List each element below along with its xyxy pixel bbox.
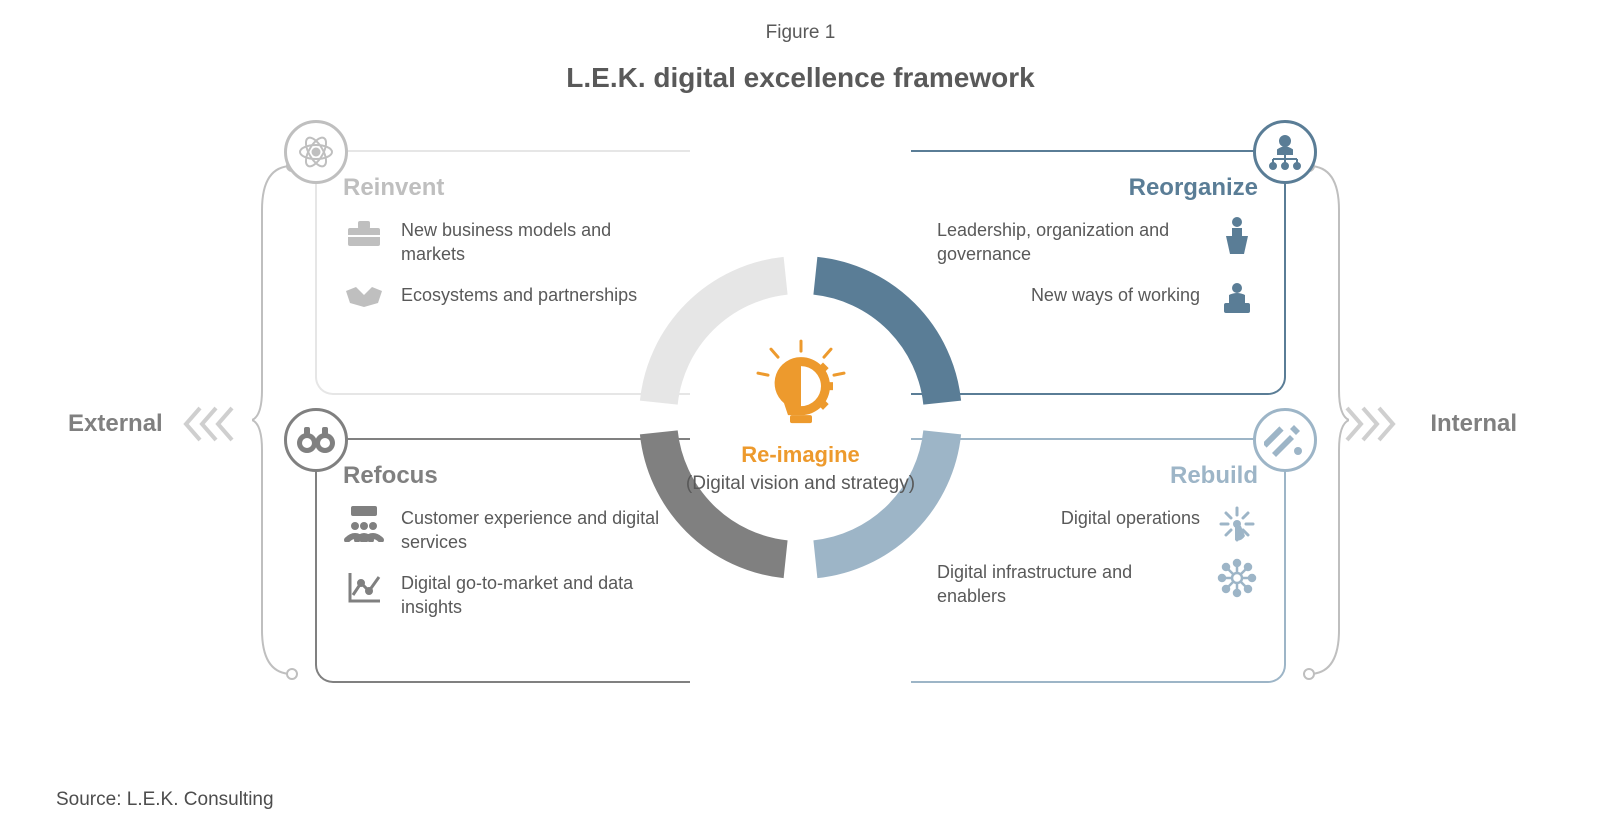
page-title: L.E.K. digital excellence framework xyxy=(0,62,1601,94)
podium-icon xyxy=(1216,216,1258,256)
reorganize-title: Reorganize xyxy=(937,174,1258,202)
laptop-user-icon xyxy=(1216,281,1258,317)
handshake-icon xyxy=(343,281,385,311)
atom-icon xyxy=(284,120,348,184)
item-text: New ways of working xyxy=(1031,281,1200,307)
chart-icon xyxy=(343,569,385,605)
binoculars-icon xyxy=(284,408,348,472)
item-text: Digital operations xyxy=(1061,504,1200,530)
refocus-title: Refocus xyxy=(343,462,664,490)
rebuild-item-1: Digital operations xyxy=(937,504,1258,544)
external-label: External xyxy=(68,410,163,438)
org-chart-icon xyxy=(1253,120,1317,184)
tools-icon xyxy=(1253,408,1317,472)
item-text: Digital infrastructure and enablers xyxy=(937,558,1200,609)
item-text: Ecosystems and partnerships xyxy=(401,281,637,307)
refocus-item-1: Customer experience and digital services xyxy=(343,504,664,555)
reimagine-title: Re-imagine xyxy=(686,442,916,468)
item-text: Leadership, organization and governance xyxy=(937,216,1200,267)
refocus-item-2: Digital go-to-market and data insights xyxy=(343,569,664,620)
reorganize-item-2: New ways of working xyxy=(937,281,1258,317)
briefcase-icon xyxy=(343,216,385,250)
reorganize-item-1: Leadership, organization and governance xyxy=(937,216,1258,267)
network-icon xyxy=(1216,558,1258,598)
rebuild-title: Rebuild xyxy=(937,462,1258,490)
reimagine-subtitle: (Digital vision and strategy) xyxy=(686,472,916,497)
reinvent-title: Reinvent xyxy=(343,174,664,202)
touch-icon xyxy=(1216,504,1258,544)
item-text: New business models and markets xyxy=(401,216,664,267)
figure-label: Figure 1 xyxy=(0,22,1601,44)
center-hub: Re-imagine (Digital vision and strategy) xyxy=(633,250,968,585)
customers-icon xyxy=(343,504,385,542)
lightbulb-gear-icon xyxy=(746,339,856,429)
chevrons-right-icon xyxy=(1341,404,1401,449)
reinvent-item-2: Ecosystems and partnerships xyxy=(343,281,664,311)
rebuild-item-2: Digital infrastructure and enablers xyxy=(937,558,1258,609)
item-text: Digital go-to-market and data insights xyxy=(401,569,664,620)
item-text: Customer experience and digital services xyxy=(401,504,664,555)
source-text: Source: L.E.K. Consulting xyxy=(56,789,274,811)
internal-label: Internal xyxy=(1430,410,1517,438)
reinvent-item-1: New business models and markets xyxy=(343,216,664,267)
chevrons-left-icon xyxy=(182,404,242,449)
